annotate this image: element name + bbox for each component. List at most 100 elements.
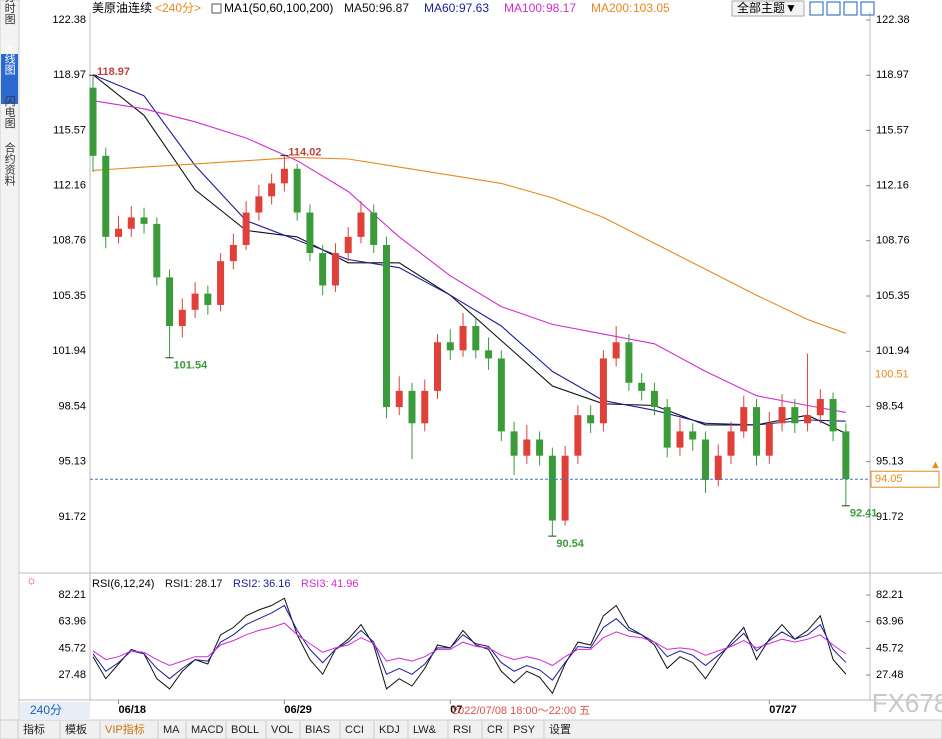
candle-body: [153, 223, 161, 278]
candle-body: [319, 253, 327, 286]
candle-body: [127, 217, 135, 229]
tool-icon[interactable]: [843, 1, 858, 16]
tool-icon[interactable]: [826, 1, 841, 16]
toolbar-button[interactable]: BOLL: [231, 724, 259, 736]
toolbar-button[interactable]: VOL: [271, 724, 293, 736]
candle-body: [331, 253, 339, 286]
toolbar-button[interactable]: RSI: [453, 724, 471, 736]
candle-body: [382, 244, 390, 408]
rsi-line: [92, 604, 847, 681]
toolbar-button[interactable]: 指标: [23, 722, 45, 736]
period-label: 240分: [30, 703, 62, 717]
rsi-legend-value: 41.96: [331, 578, 359, 590]
toolbar-button[interactable]: CR: [487, 724, 503, 736]
ma-legend-value: 98.17: [546, 1, 576, 15]
candle-body: [689, 431, 697, 440]
y-tick-label: 95.13: [58, 456, 86, 468]
y-tick-label-right: 118.97: [876, 69, 909, 81]
ma-icon[interactable]: [211, 3, 222, 14]
toolbar-button[interactable]: MACD: [191, 724, 223, 736]
side-tab[interactable]: K线图: [3, 45, 16, 75]
rsi-legend: RSI3:: [301, 578, 329, 590]
toolbar-button[interactable]: 模板: [65, 722, 87, 736]
side-tab[interactable]: 合约资料: [3, 141, 16, 187]
rsi-legend-value: 28.17: [195, 578, 223, 590]
side-tab[interactable]: 闪电图: [3, 94, 16, 129]
candle-body: [280, 168, 288, 184]
ma-legend-value: 97.63: [459, 1, 489, 15]
y-tick-label: 118.97: [53, 69, 86, 81]
candle-body: [842, 431, 850, 480]
toolbar-button[interactable]: CCI: [345, 724, 364, 736]
candle-body: [485, 350, 493, 359]
annotation: 90.54: [556, 538, 584, 550]
candle-body: [753, 407, 761, 456]
candle-body: [778, 407, 786, 424]
candle-body: [229, 244, 237, 262]
toolbar-button[interactable]: MA: [163, 724, 180, 736]
toolbar-button[interactable]: KDJ: [379, 724, 400, 736]
ma-title: MA1(50,60,100,200): [224, 1, 333, 15]
rsi-tick-label-right: 27.48: [876, 669, 904, 681]
candle-body: [510, 431, 518, 456]
rsi-tick-label-right: 82.21: [876, 589, 904, 601]
candle-body: [459, 326, 467, 351]
theme-button[interactable]: [731, 0, 805, 17]
annotation: 118.97: [97, 66, 130, 78]
annotation: 92.41: [850, 508, 878, 520]
marker-arrow: ▲: [930, 459, 941, 471]
rsi-tick-label: 45.72: [58, 642, 86, 654]
y-tick-label-right: 98.54: [876, 400, 904, 412]
candle-body: [421, 390, 429, 424]
toolbar-button[interactable]: 设置: [549, 723, 571, 736]
x-tick-label: 06/29: [284, 704, 312, 716]
candle-body: [676, 431, 684, 448]
candle-body: [829, 398, 837, 432]
rsi-icon: ☼: [26, 573, 37, 587]
annotation: 114.02: [288, 146, 321, 158]
candle-body: [638, 382, 646, 391]
theme-button-label[interactable]: 全部主题▼: [737, 0, 797, 15]
candle-body: [217, 261, 225, 305]
y-tick-label: 105.35: [52, 290, 86, 302]
tool-icon[interactable]: [860, 1, 875, 16]
y-tick-label: 98.54: [58, 400, 86, 412]
candle-body: [255, 196, 263, 213]
candle-body: [446, 342, 454, 351]
y-tick-label-right: 108.76: [876, 235, 910, 247]
y-tick-label-right: 101.94: [876, 345, 910, 357]
y-tick-label: 112.16: [53, 180, 86, 192]
toolbar-button[interactable]: VIP指标: [105, 722, 145, 736]
y-tick-label: 101.94: [52, 345, 86, 357]
candle-body: [765, 423, 773, 456]
side-tab[interactable]: 分时图: [3, 0, 16, 25]
candle-body: [791, 407, 799, 424]
toolbar-button[interactable]: LW&: [413, 724, 437, 736]
y-tick-label-right: 95.13: [876, 456, 904, 468]
toolbar-button[interactable]: BIAS: [305, 724, 330, 736]
candle-body: [204, 293, 212, 305]
candle-body: [714, 455, 722, 481]
y-tick-label: 91.72: [58, 511, 86, 523]
tool-icons[interactable]: [809, 1, 875, 16]
candle-body: [701, 439, 709, 481]
candle-body: [89, 87, 97, 156]
candle-body: [306, 212, 314, 254]
candle-body: [140, 217, 148, 224]
y-tick-label: 122.38: [52, 14, 86, 26]
y-tick-label-right: 122.38: [876, 14, 910, 26]
ma-legend: MA50:: [344, 1, 379, 15]
candle-body: [268, 183, 276, 197]
rsi-tick-label: 82.21: [58, 589, 86, 601]
tool-icon[interactable]: [809, 1, 824, 16]
candle-body: [650, 390, 658, 408]
toolbar-button[interactable]: PSY: [513, 724, 536, 736]
ma-legend: MA60:: [424, 1, 459, 15]
x-tick-label: 07/27: [769, 704, 797, 716]
x-tick-label: 07: [450, 704, 462, 716]
candle-body: [166, 277, 174, 327]
candle-body: [178, 309, 186, 327]
rsi-tick-label-right: 63.96: [876, 616, 904, 628]
